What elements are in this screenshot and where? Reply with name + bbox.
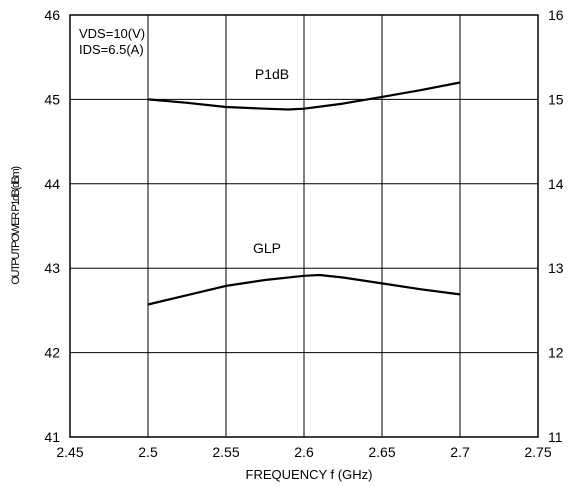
- x-tick-label: 2.5: [138, 444, 158, 460]
- x-tick-label: 2.45: [56, 444, 83, 460]
- series-line-p1db: [147, 81, 461, 111]
- grid: [70, 15, 538, 437]
- series-label-glp: GLP: [253, 240, 281, 256]
- y2-tick-label: 15: [548, 91, 564, 107]
- y2-tick-label: 11: [548, 429, 563, 445]
- series-lines: [147, 81, 461, 306]
- y-tick-label: 46: [44, 7, 60, 23]
- x-axis-label: FREQUENCY f (GHz): [246, 467, 373, 482]
- x-tick-label: 2.7: [450, 444, 470, 460]
- y-tick-label: 41: [44, 429, 60, 445]
- y2-tick-label: 12: [548, 345, 564, 361]
- y-tick-label: 45: [44, 91, 60, 107]
- y2-tick-labels: 11 12 13 14 15 16: [548, 7, 564, 445]
- y-tick-labels: 41 42 43 44 45 46: [44, 7, 60, 445]
- y2-tick-label: 14: [548, 176, 564, 192]
- x-tick-label: 2.65: [368, 444, 395, 460]
- series-line-glp: [147, 273, 461, 306]
- x-tick-label: 2.75: [524, 444, 551, 460]
- x-tick-label: 2.55: [212, 444, 239, 460]
- y2-tick-label: 16: [548, 7, 564, 23]
- y-axis-label: OUTPUTPOWER P1dB(dBm): [10, 167, 22, 285]
- x-tick-labels: 2.45 2.5 2.55 2.6 2.65 2.7 2.75: [56, 444, 551, 460]
- plot-frame: [69, 14, 539, 438]
- x-tick-label: 2.6: [294, 444, 314, 460]
- y2-tick-label: 13: [548, 260, 564, 276]
- y-tick-label: 42: [44, 345, 60, 361]
- y-tick-label: 44: [44, 176, 60, 192]
- series-label-p1db: P1dB: [255, 66, 289, 82]
- y-tick-label: 43: [44, 260, 60, 276]
- annotation-ids: IDS=6.5(A): [79, 42, 144, 57]
- annotation-vds: VDS=10(V): [79, 26, 145, 41]
